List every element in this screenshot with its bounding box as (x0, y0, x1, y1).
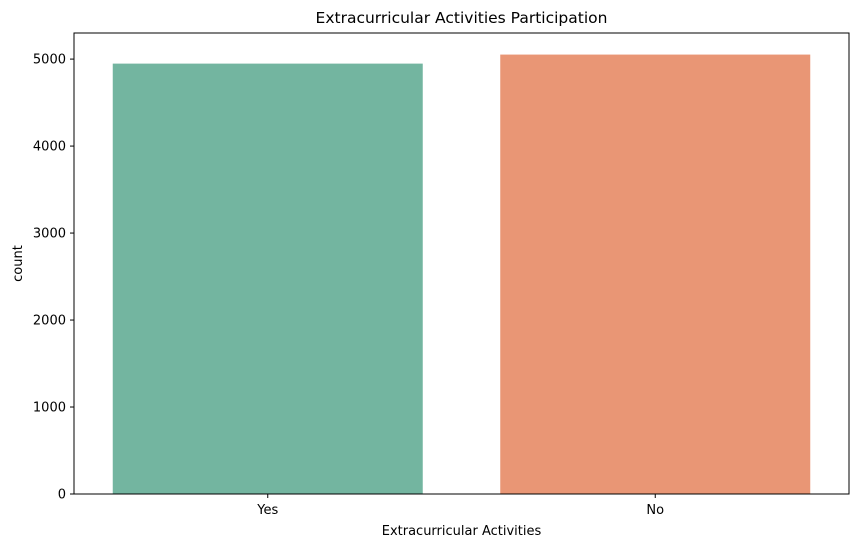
y-tick-label: 2000 (33, 314, 66, 329)
y-tick-label: 1000 (33, 401, 66, 416)
plot-frame (73, 32, 850, 495)
bar-no (500, 54, 811, 494)
bars-layer (112, 54, 811, 494)
y-tick-label: 3000 (33, 227, 66, 242)
y-tick-label: 0 (58, 488, 66, 503)
x-axis-title: Extracurricular Activities (382, 524, 542, 539)
y-axis-title: count (11, 245, 26, 282)
y-tick-label: 5000 (33, 53, 66, 68)
bar-yes (112, 63, 423, 494)
x-tick-label-no: No (646, 503, 664, 518)
x-axis: Yes No (256, 494, 664, 518)
chart-title: Extracurricular Activities Participation (316, 9, 608, 27)
y-tick-label: 4000 (33, 140, 66, 155)
x-tick-label-yes: Yes (256, 503, 278, 518)
y-axis: 0 1000 2000 3000 4000 5000 (33, 53, 74, 503)
